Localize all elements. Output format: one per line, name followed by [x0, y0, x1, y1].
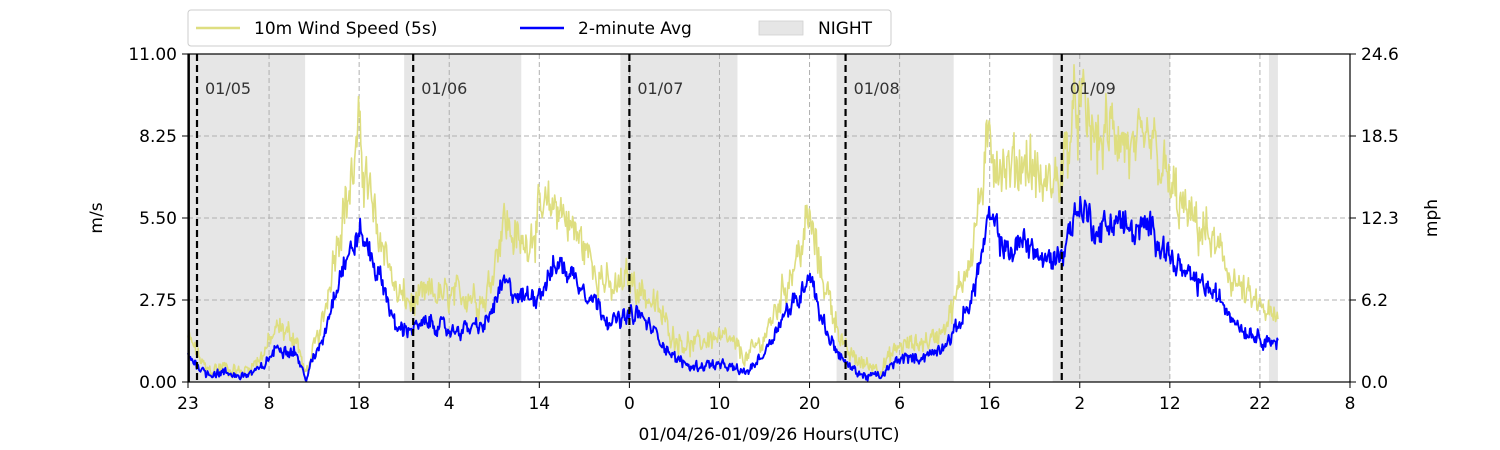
x-tick-label: 22 [1249, 394, 1271, 414]
legend-swatch [758, 20, 804, 36]
legend-label: NIGHT [818, 19, 873, 39]
x-tick-label: 23 [177, 394, 199, 414]
grid-layer [188, 54, 1350, 382]
y-tick-label-left: 2.75 [139, 291, 177, 311]
x-tick-label: 10 [709, 394, 731, 414]
y-tick-label-left: 5.50 [139, 209, 177, 229]
x-tick-label: 20 [799, 394, 821, 414]
x-tick-label: 8 [264, 394, 275, 414]
y-tick-label-right: 0.0 [1361, 373, 1388, 393]
x-tick-label: 14 [528, 394, 550, 414]
day-marker-label: 01/06 [421, 79, 467, 98]
series-line-wind-speed-5s [187, 64, 1279, 379]
x-tick-label: 2 [1074, 394, 1085, 414]
y-tick-label-right: 6.2 [1361, 291, 1388, 311]
y-axis-label-right: mph [1422, 199, 1442, 237]
night-band-5 [1268, 54, 1278, 382]
y-tick-label-left: 8.25 [139, 127, 177, 147]
day-marker-layer: 01/05 01/06 01/07 01/08 01/09 [188, 54, 1116, 382]
tick-layer: 23 8 18 4 14 0 10 20 6 16 2 12 22 8 0.00 0.0 2.75 6.2 5.50… [128, 45, 1399, 414]
x-tick-label: 0 [624, 394, 635, 414]
series-layer [187, 64, 1279, 383]
y-tick-label-left: 0.00 [139, 373, 177, 393]
x-tick-label: 6 [894, 394, 905, 414]
y-axis-label-left: m/s [87, 202, 107, 233]
x-tick-label: 12 [1159, 394, 1181, 414]
day-marker-label: 01/07 [637, 79, 683, 98]
day-marker-label: 01/09 [1070, 79, 1116, 98]
day-marker-label: 01/08 [854, 79, 900, 98]
legend-label: 2-minute Avg [578, 19, 692, 39]
legend: 10m Wind Speed (5s) 2-minute Avg NIGHT [187, 9, 892, 47]
y-tick-label-left: 11.00 [128, 45, 177, 65]
x-tick-label: 16 [979, 394, 1001, 414]
day-marker-label: 01/05 [205, 79, 251, 98]
x-tick-label: 8 [1345, 394, 1356, 414]
series-line-two-minute-avg [187, 195, 1279, 383]
x-tick-label: 4 [444, 394, 455, 414]
legend-label: 10m Wind Speed (5s) [254, 19, 437, 39]
y-tick-label-right: 24.6 [1361, 45, 1399, 65]
x-tick-label: 18 [348, 394, 370, 414]
y-tick-label-right: 12.3 [1361, 209, 1399, 229]
x-axis-label: 01/04/26-01/09/26 Hours(UTC) [638, 425, 899, 445]
y-tick-label-right: 18.5 [1361, 127, 1399, 147]
